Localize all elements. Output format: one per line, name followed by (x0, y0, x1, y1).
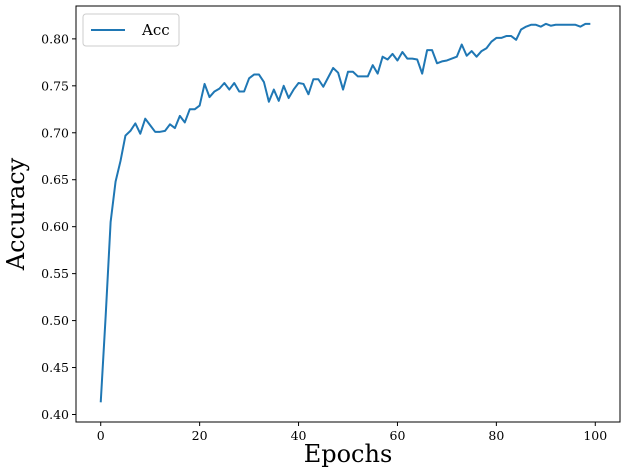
y-tick-label: 0.40 (41, 407, 69, 422)
y-tick-label: 0.45 (41, 360, 69, 375)
x-tick-label: 20 (192, 428, 208, 443)
x-axis-title: Epochs (304, 440, 393, 468)
y-tick-label: 0.60 (41, 219, 69, 234)
x-axis: 0 20 40 60 80 100 (97, 422, 607, 443)
series-layer (99, 22, 591, 403)
x-tick-label: 100 (583, 428, 607, 443)
y-tick-label: 0.75 (41, 78, 69, 93)
x-tick-label: 80 (488, 428, 504, 443)
x-tick-label: 60 (390, 428, 406, 443)
legend: Acc (82, 13, 180, 47)
y-axis: 0.40 0.45 0.50 0.55 0.60 0.65 0.70 0.75 0.80 (41, 31, 76, 422)
x-tick-label: 0 (97, 428, 105, 443)
legend-box (82, 13, 180, 47)
y-tick-label: 0.80 (41, 31, 69, 46)
legend-label-acc: Acc (141, 21, 170, 39)
y-tick-label: 0.70 (41, 125, 69, 140)
y-tick-label: 0.50 (41, 313, 69, 328)
y-tick-label: 0.65 (41, 172, 69, 187)
y-axis-title: Accuracy (2, 157, 30, 271)
y-tick-label: 0.55 (41, 266, 69, 281)
plot-area (75, 5, 621, 423)
x-tick-label: 40 (291, 428, 307, 443)
series-line-acc (99, 22, 591, 403)
